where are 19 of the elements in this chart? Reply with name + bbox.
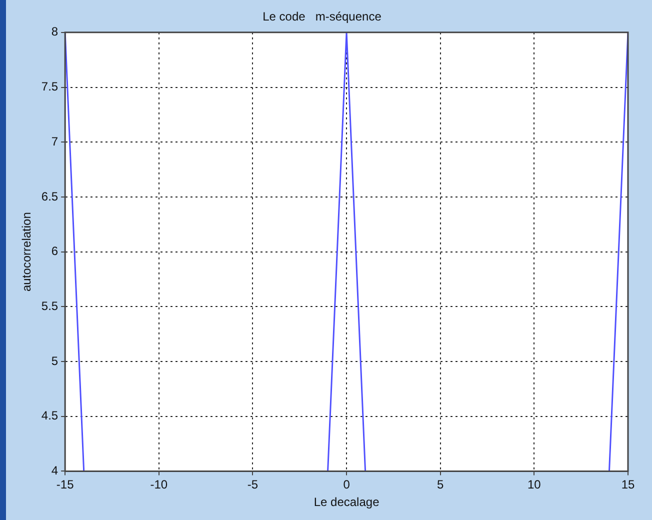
x-tick-label: -15 bbox=[56, 478, 74, 492]
y-tick-label: 6.5 bbox=[41, 189, 58, 204]
y-tick-label: 4.5 bbox=[41, 408, 58, 423]
x-tick-label: 5 bbox=[437, 478, 444, 492]
y-tick-label: 7 bbox=[51, 134, 58, 148]
y-axis-title: autocorrelation bbox=[20, 212, 34, 292]
y-tick-label: 5 bbox=[51, 354, 58, 368]
x-tick-label: 15 bbox=[621, 478, 635, 492]
y-tick-label: 7.5 bbox=[41, 80, 58, 94]
x-axis-title: Le decalage bbox=[314, 495, 380, 510]
y-tick-label: 6 bbox=[51, 244, 58, 258]
x-tick-label: 0 bbox=[343, 478, 350, 492]
y-tick-label: 5.5 bbox=[41, 298, 58, 313]
chart-title: Le code m-séquence bbox=[262, 10, 382, 24]
y-tick-label: 4 bbox=[51, 464, 58, 478]
x-tick-label: -10 bbox=[150, 478, 168, 492]
x-tick-label: 10 bbox=[528, 478, 542, 492]
y-tick-label: 8 bbox=[51, 24, 58, 39]
x-tick-label: -5 bbox=[247, 478, 258, 492]
